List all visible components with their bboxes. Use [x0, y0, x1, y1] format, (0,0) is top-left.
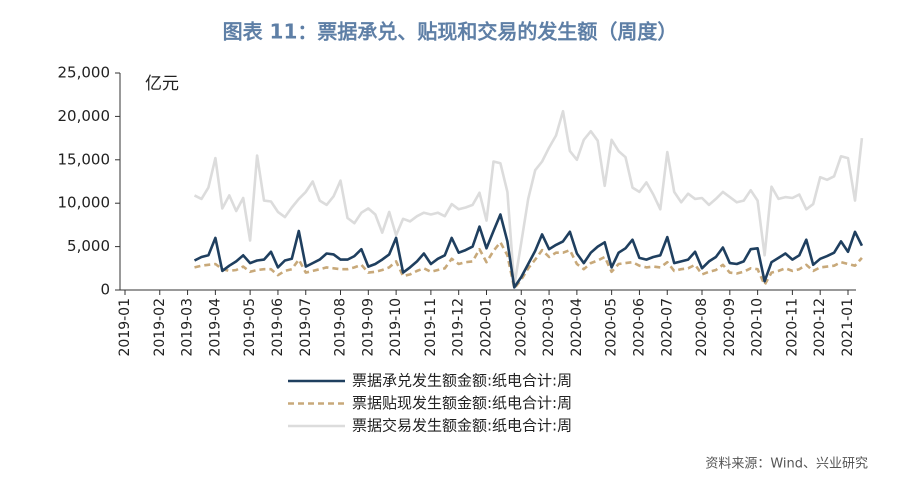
y-tick-label: 15,000 — [58, 150, 111, 168]
x-tick-label: 2020-08 — [694, 298, 710, 357]
x-tick-label: 2020-07 — [659, 298, 675, 357]
x-tick-label: 2019-06 — [270, 298, 286, 357]
y-tick-label: 0 — [100, 281, 110, 299]
x-tick-label: 2019-09 — [360, 298, 376, 357]
x-tick-label: 2019-02 — [152, 298, 168, 357]
x-tick-label: 2020-12 — [812, 298, 828, 357]
x-tick-label: 2019-01 — [117, 298, 133, 357]
y-tick-label: 25,000 — [58, 64, 111, 82]
x-tick-label: 2020-11 — [784, 298, 800, 357]
x-tick-label: 2019-07 — [298, 298, 314, 357]
source: 资料来源：Wind、兴业研究 — [705, 457, 868, 472]
legend-label: 票据交易发生额金额:纸电合计:周 — [352, 417, 572, 435]
x-tick-label: 2019-04 — [207, 298, 223, 357]
y-tick-label: 10,000 — [58, 194, 111, 212]
y-tick-label: 20,000 — [58, 107, 111, 125]
x-tick-label: 2019-05 — [242, 298, 258, 357]
series-line — [194, 241, 863, 290]
x-tick-label: 2019-03 — [180, 298, 196, 357]
x-tick-label: 2020-06 — [631, 298, 647, 357]
x-tick-label: 2020-01 — [479, 298, 495, 357]
x-tick-label: 2020-03 — [541, 298, 557, 357]
series-line — [193, 109, 864, 287]
series-line — [193, 213, 864, 289]
x-tick-label: 2019-12 — [451, 298, 467, 357]
x-tick-label: 2020-04 — [569, 298, 585, 357]
x-tick-label: 2019-11 — [423, 298, 439, 357]
legend-label: 票据贴现发生额金额:纸电合计:周 — [352, 394, 572, 412]
y-tick-label: 5,000 — [67, 237, 110, 255]
legend-label: 票据承兑发生额金额:纸电合计:周 — [352, 372, 572, 390]
x-tick-label: 2021-01 — [840, 298, 856, 357]
x-tick-label: 2020-09 — [722, 298, 738, 357]
x-tick-label: 2020-05 — [604, 298, 620, 357]
x-tick-label: 2020-10 — [750, 298, 766, 357]
x-tick-label: 2019-08 — [333, 298, 349, 357]
x-tick-label: 2020-02 — [513, 298, 529, 357]
chart-title: 图表 11：票据承兑、贴现和交易的发生额（周度） — [223, 20, 678, 44]
y-unit: 亿元 — [145, 74, 179, 94]
x-tick-label: 2019-10 — [388, 298, 404, 357]
